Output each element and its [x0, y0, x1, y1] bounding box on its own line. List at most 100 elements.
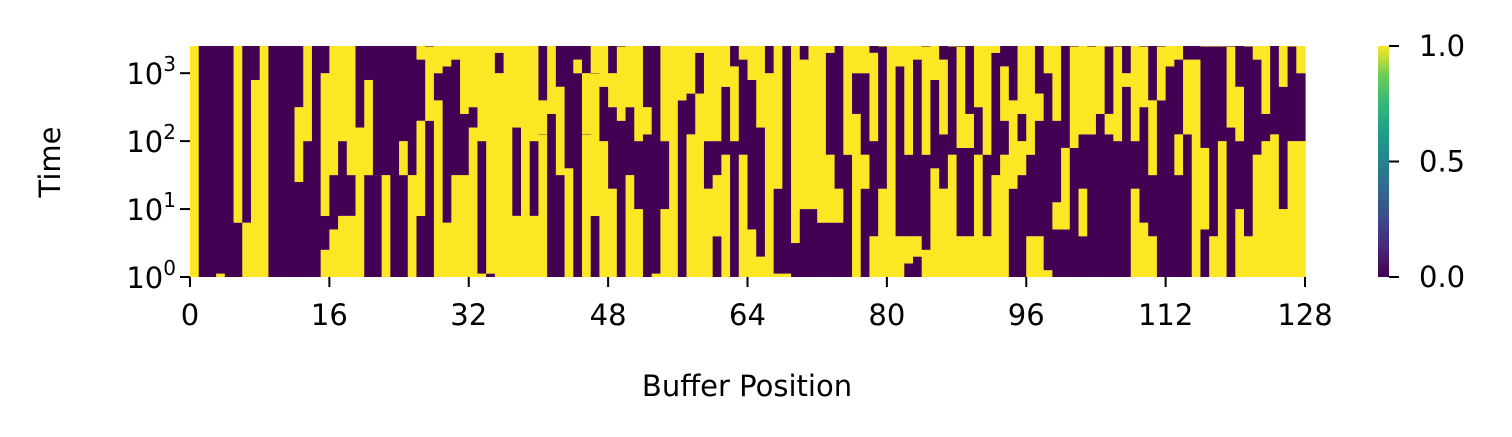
heatmap-cell: [625, 175, 635, 277]
heatmap-cell: [1087, 46, 1097, 47]
heatmap-cell: [590, 46, 601, 74]
heatmap-cell: [1287, 46, 1297, 47]
heatmap-cell: [477, 46, 487, 142]
heatmap-cell: [1235, 86, 1245, 142]
heatmap-cell: [512, 127, 522, 216]
heatmap-cell: [738, 154, 749, 277]
heatmap-cell: [242, 46, 252, 223]
heatmap-cell: [869, 46, 879, 53]
heatmap-cell: [782, 273, 792, 277]
heatmap-cell: [198, 46, 209, 277]
heatmap-cell: [1244, 236, 1254, 277]
heatmap-cell: [1104, 134, 1114, 277]
heatmap-cell: [442, 46, 452, 67]
heatmap-cell: [651, 273, 661, 277]
heatmap-cell: [1130, 188, 1141, 277]
heatmap-cell: [1078, 188, 1088, 237]
heatmap-cell: [991, 175, 1001, 277]
heatmap-cell: [642, 107, 653, 135]
heatmap-cell: [608, 107, 618, 189]
heatmap-cell: [1165, 66, 1175, 277]
heatmap-cell: [939, 134, 949, 189]
heatmap-cell: [730, 66, 740, 142]
heatmap-cell: [973, 154, 984, 277]
heatmap-cell: [416, 215, 426, 277]
heatmap-cell: [338, 141, 348, 216]
heatmap-cell: [460, 46, 470, 114]
heatmap-cell: [1130, 46, 1141, 142]
heatmap-cell: [1017, 141, 1027, 176]
heatmap-cell: [852, 46, 862, 74]
heatmap-cell: [1034, 120, 1045, 237]
heatmap-cell: [294, 107, 304, 182]
heatmap-cell: [512, 215, 522, 277]
x-axis: 0 16 32 48 64 80 96 112 128: [181, 277, 1333, 332]
heatmap-cell: [433, 73, 444, 101]
heatmap-cell: [433, 46, 444, 74]
heatmap-cell: [1191, 59, 1202, 278]
heatmap-cell: [216, 46, 226, 274]
heatmap-cell: [1209, 46, 1219, 47]
heatmap-cell: [991, 52, 1001, 176]
heatmap-cell: [494, 46, 505, 53]
heatmap-cell: [817, 222, 827, 277]
heatmap-cell: [869, 236, 879, 277]
heatmap-cell: [494, 52, 505, 74]
heatmap-cell: [1078, 134, 1088, 189]
heatmap-cell: [547, 46, 557, 114]
heatmap-cell: [913, 256, 923, 277]
heatmap-cell: [468, 127, 479, 277]
heatmap-cell: [1296, 141, 1306, 277]
heatmap-cell: [1226, 46, 1236, 128]
heatmap-cell: [581, 46, 592, 74]
heatmap-cell: [973, 46, 984, 108]
heatmap-cell: [372, 175, 383, 277]
heatmap-cell: [1261, 141, 1271, 277]
heatmap-cell: [364, 46, 374, 80]
y-axis-title: Time: [33, 127, 67, 199]
heatmap-cell: [529, 141, 540, 216]
heatmap-cell: [1174, 46, 1184, 60]
heatmap-cell: [425, 46, 435, 121]
heatmap-cell: [860, 154, 871, 189]
heatmap-cell: [555, 86, 566, 176]
heatmap-cell: [642, 134, 653, 277]
heatmap-cell: [364, 79, 374, 176]
heatmap-cell: [460, 113, 470, 176]
heatmap-cell: [1052, 202, 1062, 230]
heatmap-cell: [1139, 107, 1149, 223]
heatmap-cell: [721, 46, 731, 87]
heatmap-cell: [608, 188, 618, 277]
heatmap-cell: [1034, 46, 1045, 94]
heatmap-cell: [1000, 154, 1010, 277]
heatmap-cell: [1052, 229, 1062, 277]
heatmap-cell: [320, 215, 330, 250]
heatmap-cell: [442, 66, 452, 223]
heatmap-cell: [956, 46, 966, 148]
heatmap-cell: [338, 46, 348, 142]
heatmap-cell: [250, 46, 261, 80]
heatmap-cell: [982, 154, 993, 237]
heatmap-cell: [1061, 229, 1071, 277]
heatmap-cell: [1095, 46, 1106, 114]
heatmap-cell: [1296, 46, 1306, 74]
heatmap-cell: [294, 181, 304, 277]
heatmap-cell: [329, 46, 339, 176]
heatmap-cell: [294, 46, 304, 108]
heatmap-cell: [1008, 188, 1019, 277]
heatmap-cell: [390, 46, 400, 277]
heatmap-cell: [1052, 46, 1062, 121]
heatmap-cell: [1209, 236, 1219, 277]
heatmap-cell: [782, 46, 792, 274]
heatmap-cell: [1200, 46, 1210, 148]
heatmap-cell: [242, 222, 252, 277]
heatmap-cell: [878, 46, 888, 189]
heatmap-cell: [521, 46, 531, 277]
heatmap-cell: [869, 141, 879, 237]
heatmap-cell: [1113, 141, 1123, 277]
heatmap-cell: [1122, 46, 1132, 74]
heatmap-cell: [433, 100, 444, 277]
heatmap-cell: [947, 154, 958, 277]
heatmap-cell: [538, 134, 548, 135]
